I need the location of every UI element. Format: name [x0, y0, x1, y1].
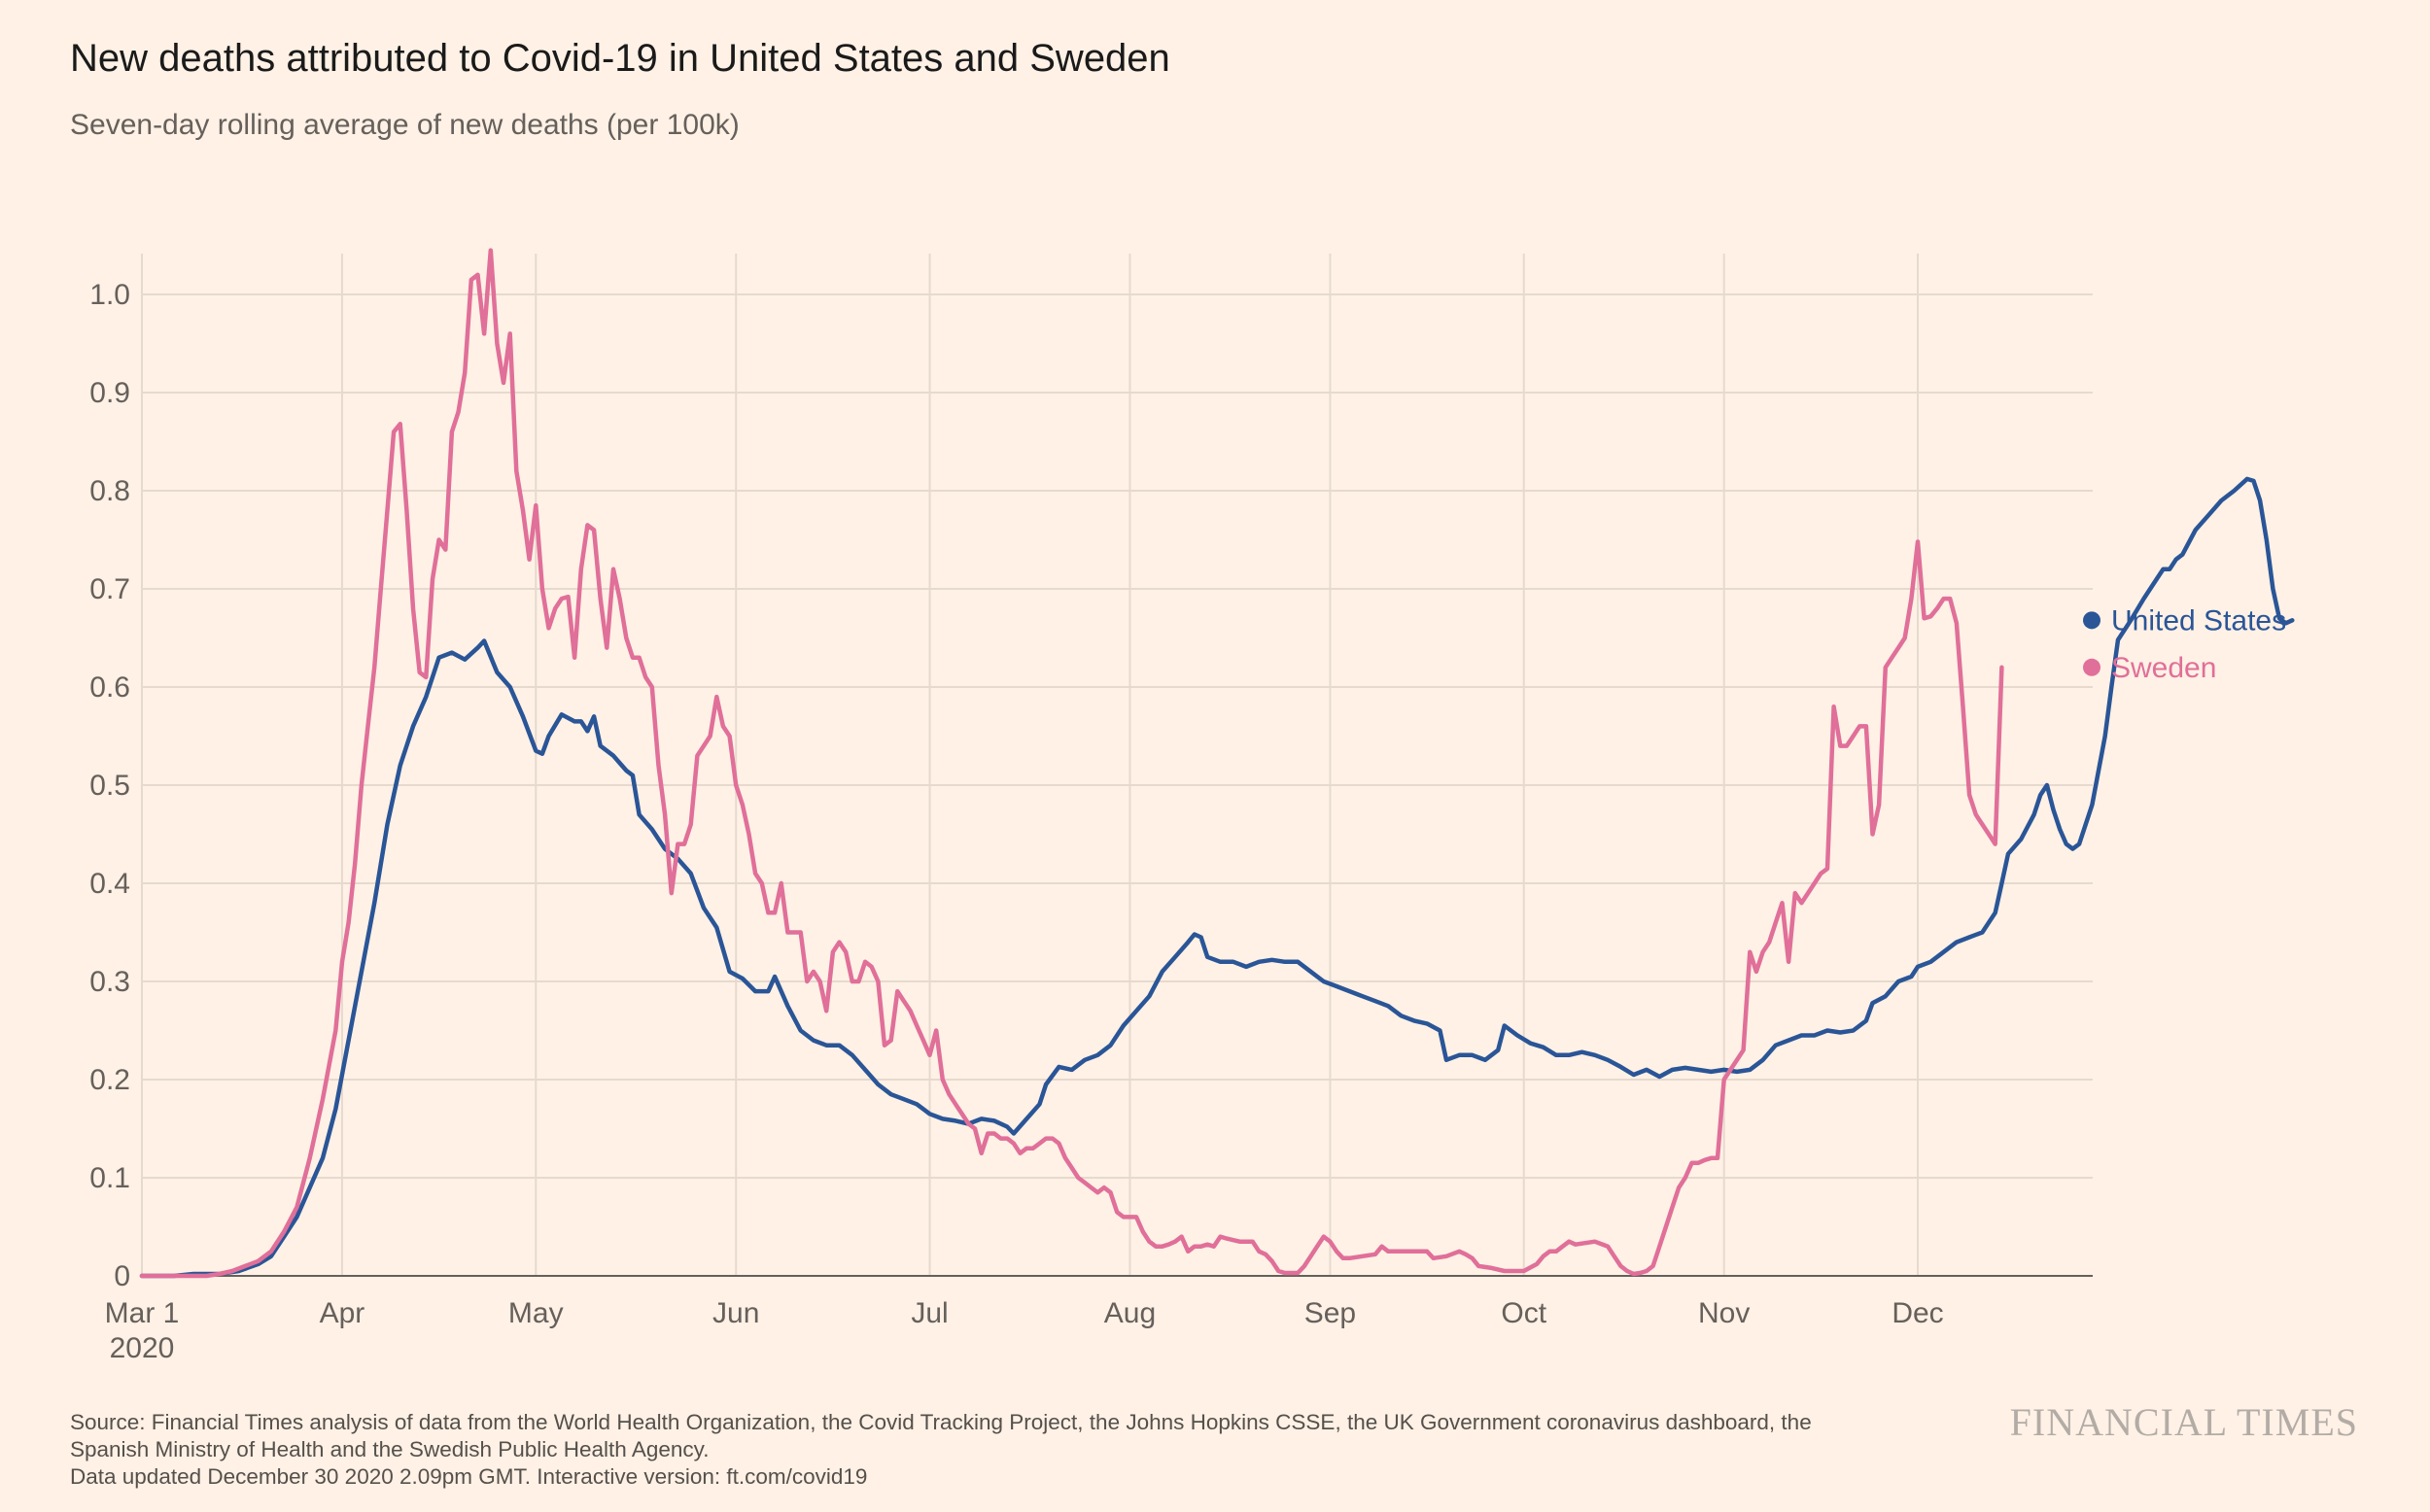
series-line-sweden [139, 248, 2004, 1279]
y-tick-label: 1.0 [89, 279, 130, 311]
x-tick-label: Apr [320, 1297, 365, 1329]
x-tick-year-label: 2020 [110, 1332, 175, 1364]
y-tick-label: 0.1 [89, 1162, 130, 1194]
series-end-marker-sweden [2083, 658, 2100, 676]
y-tick-label: 0.3 [89, 966, 130, 998]
x-tick-label: Aug [1104, 1297, 1156, 1329]
update-note: Data updated December 30 2020 2.09pm GMT… [70, 1464, 868, 1489]
financial-times-logo: FINANCIAL TIMES [2009, 1400, 2358, 1444]
y-tick-label: 0.5 [89, 770, 130, 802]
y-tick-label: 0 [114, 1260, 130, 1292]
x-tick-label: Jun [712, 1297, 759, 1329]
source-note-line-1: Source: Financial Times analysis of data… [70, 1410, 1812, 1434]
source-note-line-2: Spanish Ministry of Health and the Swedi… [70, 1437, 710, 1461]
series-end-marker-united-states [2083, 611, 2100, 630]
series-label-united-states: United States [2111, 604, 2286, 636]
y-tick-label: 0.7 [89, 573, 130, 605]
y-tick-label: 0.2 [89, 1064, 130, 1096]
series-label-sweden: Sweden [2111, 652, 2216, 684]
axes: 0 0.1 0.2 0.3 0.4 0.5 0.6 0.7 0.8 0.9 1.0 Mar 12020… [89, 279, 2093, 1364]
y-tick-label: 0.8 [89, 475, 130, 507]
series-labels: United States Sweden [2083, 604, 2286, 684]
x-tick-label: Sep [1304, 1297, 1356, 1329]
gridlines [141, 254, 2093, 1276]
x-tick-label: Oct [1501, 1297, 1546, 1329]
x-tick-label: Dec [1892, 1297, 1943, 1329]
series-lines [139, 248, 2295, 1279]
x-tick-label: Nov [1698, 1297, 1750, 1329]
y-tick-label: 0.6 [89, 671, 130, 704]
y-tick-label: 0.4 [89, 868, 130, 900]
chart-subtitle: Seven-day rolling average of new deaths … [70, 109, 740, 141]
x-tick-label: Jul [911, 1297, 948, 1329]
series-line-united-states [139, 476, 2295, 1279]
chart-title: New deaths attributed to Covid-19 in Uni… [70, 37, 1170, 80]
x-tick-label: May [508, 1297, 564, 1329]
y-tick-label: 0.9 [89, 377, 130, 409]
x-tick-label: Mar 1 [105, 1297, 180, 1329]
chart-footer: Source: Financial Times analysis of data… [70, 1409, 1965, 1491]
